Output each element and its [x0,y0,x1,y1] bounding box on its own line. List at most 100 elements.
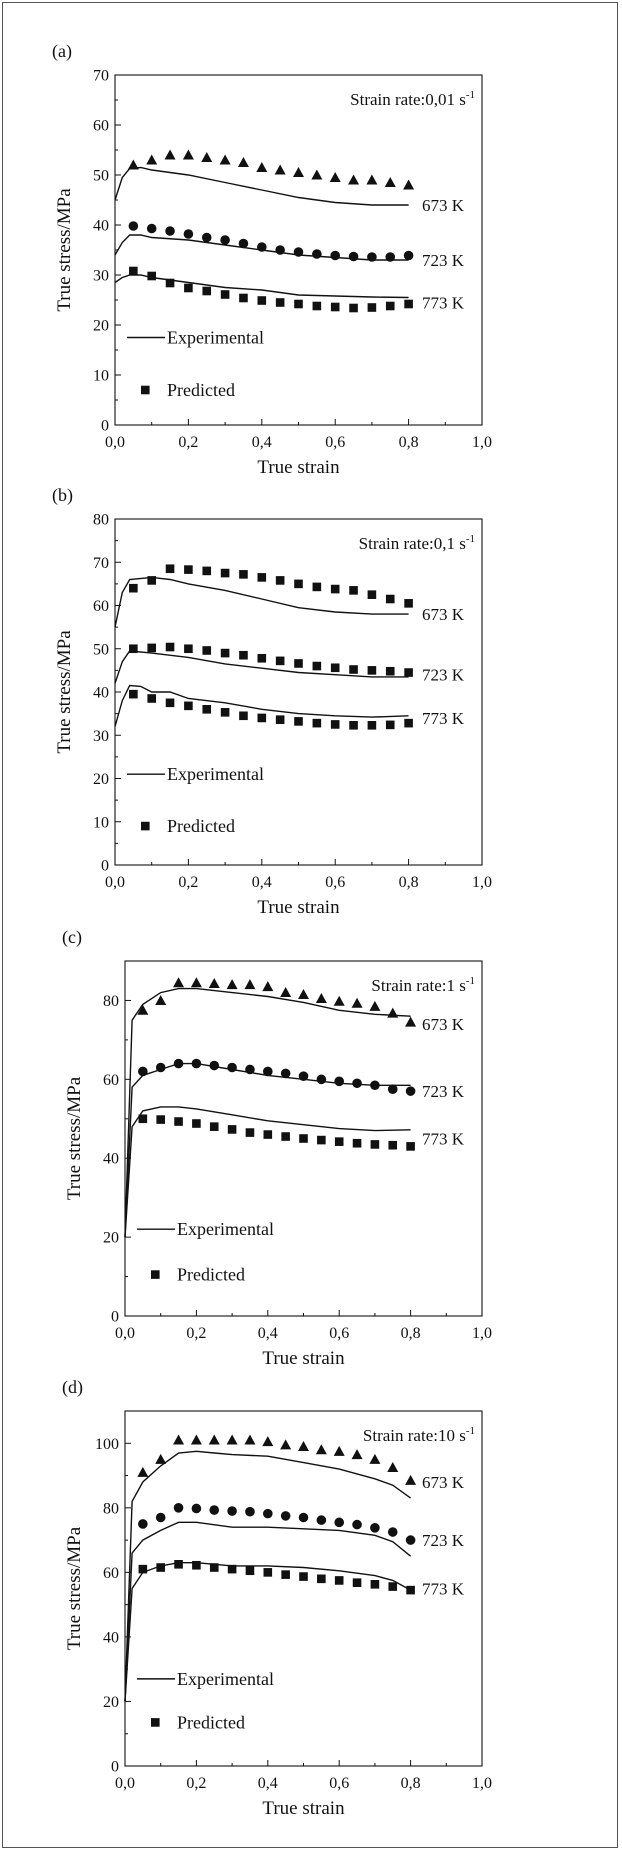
predicted-point-circle [257,242,267,252]
predicted-point-square [209,1122,219,1131]
series-673-k: 673 K [114,564,465,628]
predicted-point-square [404,599,413,608]
predicted-point-triangle [256,162,268,172]
predicted-point-square [317,1135,326,1145]
predicted-point-circle [312,249,322,259]
series-773-k: 773 K [114,266,465,313]
predicted-point-triangle [369,1453,381,1464]
predicted-point-square [312,301,322,311]
predicted-point-square [220,568,230,578]
predicted-point-triangle [366,174,378,185]
experimental-curve [114,650,409,684]
predicted-point-square [184,283,193,293]
strain-rate-annotation: Strain rate:0,1 s-1 [359,533,475,553]
predicted-point-square [367,590,377,599]
predicted-point-square [388,1140,398,1150]
predicted-point-square [245,1566,255,1576]
predicted-point-square [147,643,156,653]
predicted-point-square [202,566,212,576]
predicted-point-triangle [315,992,327,1003]
y-tick-label: 60 [93,598,109,615]
predicted-point-square [404,718,413,728]
predicted-point-square [192,1119,201,1128]
strain-rate-annotation: Strain rate:1 s-1 [371,975,475,995]
predicted-point-triangle [280,1439,292,1450]
predicted-point-circle [352,1078,362,1089]
y-tick-label: 80 [103,1500,119,1517]
predicted-point-square [334,1576,344,1585]
predicted-point-square [257,653,267,663]
predicted-point-triangle [369,1000,381,1011]
predicted-point-circle [263,1508,273,1519]
predicted-point-triangle [164,149,176,160]
predicted-point-square [330,720,340,729]
predicted-point-circle [316,1074,327,1085]
predicted-point-square [404,668,413,677]
predicted-point-square [239,711,248,721]
predicted-point-square [138,1564,148,1574]
predicted-point-square [147,576,156,585]
legend-experimental-label: Experimental [167,764,264,784]
predicted-point-triangle [333,995,345,1006]
predicted-point-triangle [182,149,194,160]
y-tick-label: 20 [103,1694,119,1711]
predicted-point-circle [128,221,139,231]
predicted-point-square [263,1130,273,1139]
predicted-point-circle [334,1517,345,1528]
predicted-point-triangle [351,997,363,1008]
predicted-point-square [385,720,395,730]
predicted-point-circle [220,235,230,245]
y-tick-label: 0 [101,858,109,875]
predicted-point-square [184,565,193,574]
predicted-point-triangle [262,981,274,992]
chart-panel-c: (c) 0,0 0,2 0,4 0,6 0,8 1,0 0 20 40 60 80 True strai… [62,927,492,1369]
x-tick-label: 0,6 [325,874,345,891]
predicted-point-circle [275,245,285,255]
series-673-k: 673 K [124,1434,465,1702]
predicted-point-triangle [298,1441,309,1451]
predicted-point-circle [227,1062,237,1073]
y-tick-label: 40 [93,685,109,702]
x-tick-label: 0,4 [252,434,272,451]
series-temperature-label: 773 K [422,1130,465,1149]
predicted-point-triangle [244,1434,256,1445]
predicted-point-square [367,303,377,312]
predicted-point-triangle [262,1436,274,1447]
predicted-point-square [349,303,358,313]
y-tick-label: 50 [93,641,109,658]
strain-rate-annotation: Strain rate:0,01 s-1 [350,89,475,109]
experimental-curve [124,1106,411,1238]
x-axis-label: True strain [262,1348,345,1369]
predicted-point-square [299,1572,308,1581]
predicted-point-circle [238,238,249,249]
predicted-point-circle [385,252,396,262]
predicted-point-circle [191,1503,202,1514]
y-tick-label: 40 [93,218,109,235]
predicted-point-triangle [315,1444,327,1455]
predicted-point-square [281,1570,290,1579]
predicted-point-triangle [403,179,415,190]
predicted-point-square [330,584,340,594]
predicted-point-square [202,286,212,296]
experimental-curve [114,234,409,261]
predicted-point-triangle [146,154,158,165]
predicted-point-triangle [173,977,185,988]
predicted-point-triangle [405,1474,417,1485]
series-temperature-label: 723 K [422,1082,465,1101]
y-tick-label: 70 [93,555,109,572]
predicted-point-square [227,1564,237,1574]
strain-rate-text: Strain rate:10 s [363,1426,466,1445]
predicted-point-triangle [274,164,286,175]
x-tick-label: 0,6 [329,1325,349,1342]
series-temperature-label: 673 K [422,1473,465,1492]
chart-panel-a: (a) 0,0 0,2 0,4 0,6 0,8 1,0 0 10 20 30 40 50 60 70 True… [52,41,492,478]
predicted-point-square [227,1125,237,1134]
series-773-k: 773 K [124,1106,465,1238]
y-tick-label: 0 [111,1309,119,1326]
y-tick-label: 20 [103,1230,119,1247]
predicted-point-square [174,1559,183,1569]
predicted-point-square [275,576,285,585]
y-tick-label: 50 [93,168,109,185]
legend-predicted-label: Predicted [177,1265,245,1285]
